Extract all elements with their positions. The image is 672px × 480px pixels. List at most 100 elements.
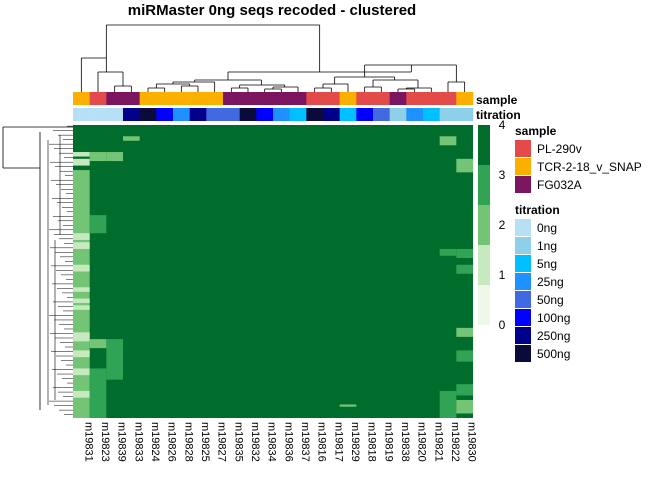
sample-legend-title: sample: [515, 124, 557, 138]
sample-annotation-cell: [339, 92, 357, 105]
color-scale-step: [478, 205, 490, 245]
titration-annotation-cell: [156, 108, 174, 121]
titration-annotation-cell: [406, 108, 424, 121]
column-label: m19823: [99, 422, 111, 462]
sample-legend-swatch: [515, 140, 531, 157]
heatmap-cell: [73, 332, 90, 342]
heatmap-cell: [106, 152, 123, 162]
annotation-legends: sample PL-290v TCR-2-18_v_SNAP FG032A titrat…: [515, 124, 642, 362]
sample-annotation-cell: [406, 92, 424, 105]
titration-annotation-cell: [373, 108, 390, 121]
column-label: m19826: [166, 422, 178, 462]
column-label: m19816: [316, 422, 328, 462]
heatmap-cell: [439, 248, 457, 256]
column-label: m19822: [449, 422, 461, 462]
sample-annotation-cell: [206, 92, 224, 105]
column-label: m19820: [416, 422, 428, 462]
titration-legend-label: 50ng: [537, 293, 564, 307]
sample-legend-swatch: [515, 158, 531, 175]
titration-annotation-cell: [173, 108, 190, 121]
titration-annotation-cell: [89, 108, 107, 121]
column-annotations: [73, 92, 474, 121]
column-label: m19838: [399, 422, 411, 462]
titration-legend-swatch: [515, 237, 531, 254]
titration-annotation-cell: [323, 108, 340, 121]
heatmap-cell: [89, 215, 107, 234]
column-label: m19837: [299, 422, 311, 462]
titration-legend-label: 0ng: [537, 221, 557, 235]
column-label: m19831: [82, 422, 94, 462]
titration-annotation-cell: [306, 108, 324, 121]
titration-annotation-cell: [206, 108, 224, 121]
sample-legend-label: FG032A: [537, 178, 582, 192]
column-label: m19829: [349, 422, 361, 462]
heatmap-cell: [456, 248, 473, 258]
heatmap-cell: [89, 368, 107, 418]
heatmap-cell: [456, 384, 473, 396]
titration-legend-swatch: [515, 327, 531, 344]
titration-legend-label: 250ng: [537, 329, 570, 343]
heatmap-cell: [456, 158, 473, 173]
titration-legend-swatch: [515, 309, 531, 326]
color-scale-step: [478, 125, 490, 165]
color-scale-tick-label: 4: [499, 118, 506, 132]
titration-annotation-cell: [189, 108, 207, 121]
titration-annotation-cell: [389, 108, 407, 121]
heatmap-cell: [73, 233, 90, 240]
heatmap-cell: [73, 158, 90, 166]
sample-annotation-cell: [323, 92, 340, 105]
heatmap-cell: [339, 404, 357, 407]
heatmap-cell: [73, 287, 90, 292]
titration-annotation-cell: [139, 108, 157, 121]
titration-annotation-cell: [356, 108, 374, 121]
sample-annotation-cell: [273, 92, 290, 105]
heatmap-cell: [89, 152, 107, 162]
heatmap-cell: [106, 339, 123, 380]
titration-annotation-cell: [73, 108, 90, 121]
column-label: m19839: [116, 422, 128, 462]
heatmap-cell: [89, 339, 107, 349]
heatmap-cell: [456, 350, 473, 362]
titration-annotation-cell: [439, 108, 457, 121]
titration-legend-swatch: [515, 345, 531, 362]
titration-annotation-cell: [423, 108, 440, 121]
heatmap-cell: [456, 264, 473, 274]
sample-annotation-cell: [373, 92, 390, 105]
sample-legend-label: TCR-2-18_v_SNAP: [537, 160, 642, 174]
sample-legend-swatch: [515, 176, 531, 193]
color-scale-legend: 0 1 2 3 4: [478, 118, 506, 332]
color-scale-step: [478, 285, 490, 325]
heatmap-cell: [73, 152, 90, 157]
column-label: m19827: [216, 422, 228, 462]
heatmap-cells: [73, 125, 473, 418]
titration-annotation-cell: [239, 108, 257, 121]
titration-annotation-cell: [339, 108, 357, 121]
sample-annotation-cell: [123, 92, 140, 105]
titration-legend-swatch: [515, 255, 531, 272]
heatmap-cell: [73, 305, 90, 310]
color-scale-step: [478, 165, 490, 205]
sample-annotation-cell: [173, 92, 190, 105]
column-label: m19818: [366, 422, 378, 462]
column-label: m19825: [199, 422, 211, 462]
titration-legend-label: 100ng: [537, 311, 570, 325]
color-scale-tick-label: 3: [499, 168, 506, 182]
sample-annotation-cell: [423, 92, 440, 105]
titration-annotation-cell: [123, 108, 140, 121]
sample-annotation-cell: [139, 92, 157, 105]
sample-annotation-cell: [189, 92, 207, 105]
titration-legend-title: titration: [515, 203, 560, 217]
sample-annotation-cell: [256, 92, 274, 105]
color-scale-tick-label: 0: [499, 318, 506, 332]
titration-annotation-cell: [106, 108, 124, 121]
sample-legend-label: PL-290v: [537, 142, 582, 156]
column-label: m19828: [182, 422, 194, 462]
column-label: m19833: [132, 422, 144, 462]
column-label: m19821: [432, 422, 444, 462]
titration-legend-label: 25ng: [537, 275, 564, 289]
heatmap-cell: [73, 350, 90, 358]
chart-title: miRMaster 0ng seqs recoded - clustered: [128, 2, 416, 19]
column-label: m19819: [382, 422, 394, 462]
column-label: m19830: [466, 422, 478, 462]
